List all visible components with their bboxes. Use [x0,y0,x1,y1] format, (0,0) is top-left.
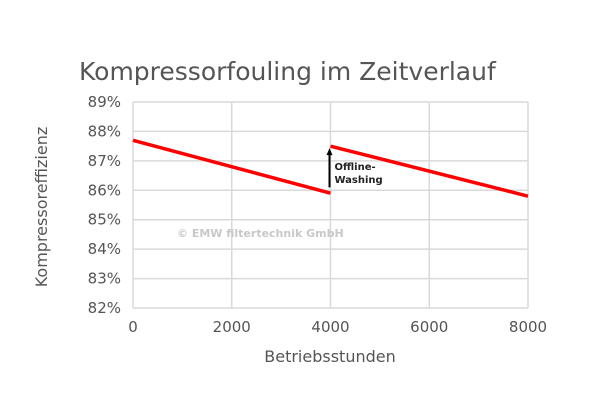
x-tick-label: 6000 [410,318,448,336]
annotation: Offline- Washing [326,148,383,188]
y-tick-label: 82% [88,299,121,317]
annotation-line-2: Washing [335,175,383,186]
series [132,138,529,198]
x-tick-label: 8000 [509,318,547,336]
y-tick-label: 86% [88,181,121,199]
y-tick-label: 83% [88,270,121,288]
y-tick-label: 89% [88,93,121,111]
y-tick-label: 85% [88,211,121,229]
x-tick-label: 2000 [213,318,251,336]
y-tick-label: 87% [88,152,121,170]
annotation-line-1: Offline- [335,162,376,173]
x-tick-label: 4000 [311,318,349,336]
arrow-head [326,148,333,156]
x-axis-label: Betriebsstunden [264,347,395,366]
grid [132,101,529,309]
x-axis-ticks: 0 2000 4000 6000 8000 [128,318,547,336]
watermark: © EMW filtertechnik GmbH [177,227,344,240]
y-tick-label: 88% [88,122,121,140]
x-tick-label: 0 [128,318,138,336]
series-line-segment [132,138,331,195]
y-axis-ticks: 82% 83% 84% 85% 86% 87% 88% 89% [88,93,121,317]
series-line-segment [330,144,529,198]
chart-title: Kompressorfouling im Zeitverlauf [79,57,497,86]
y-tick-label: 84% [88,240,121,258]
y-axis-label: Kompressoreffizienz [32,127,51,288]
